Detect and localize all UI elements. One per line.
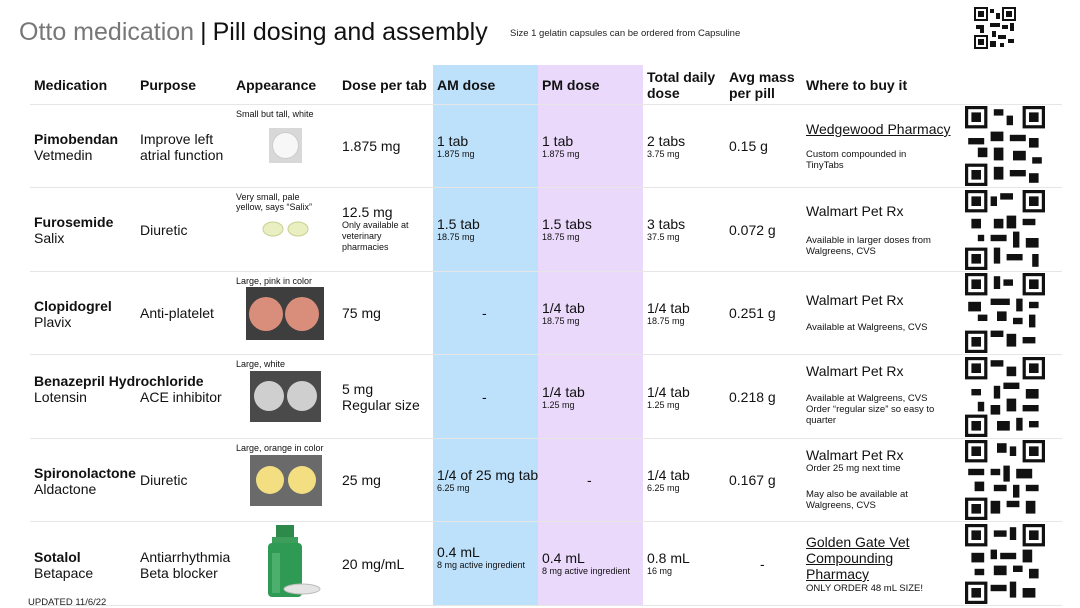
appearance-caption: Large, pink in color — [236, 276, 313, 286]
am-dose: 1/4 of 25 mg tab 6.25 mg — [437, 467, 539, 493]
where-to-buy-link[interactable]: Walmart Pet Rx — [806, 447, 904, 463]
medication-name: Pimobendan Vetmedin — [34, 131, 119, 163]
total-daily-dose: 3 tabs 37.5 mg — [647, 216, 686, 242]
appearance-caption: Large, white — [236, 359, 286, 369]
avg-mass: 0.251 g — [729, 305, 776, 321]
page-title: Otto medication | Pill dosing and assembly — [19, 18, 488, 47]
header-where-to-buy: Where to buy it — [806, 77, 908, 93]
total-daily-dose: 1/4 tab 6.25 mg — [647, 467, 690, 493]
header-medication: Medication — [34, 77, 108, 93]
pm-dose: 1.5 tabs 18.75 mg — [542, 216, 592, 242]
dose-per-tab: 25 mg — [342, 472, 381, 488]
medication-name: Furosemide Salix — [34, 214, 114, 246]
purpose-text: Antiarrhythmia Beta blocker — [140, 549, 231, 581]
where-to-buy-link[interactable]: Walmart Pet Rx — [806, 203, 904, 219]
avg-mass: 0.072 g — [729, 222, 776, 238]
row-divider — [30, 271, 1062, 272]
where-extra: Order 25 mg next time — [806, 463, 901, 474]
total-daily-dose: 1/4 tab 1.25 mg — [647, 384, 690, 410]
title-subtitle: Pill dosing and assembly — [212, 18, 488, 46]
avg-mass: 0.15 g — [729, 138, 768, 154]
where-note: Available in larger doses from Walgreens… — [806, 235, 931, 257]
where-note: Available at Walgreens, CVS Order “regul… — [806, 393, 935, 426]
am-dose: 0.4 mL 8 mg active ingredient — [437, 544, 526, 570]
pill-photo — [269, 128, 302, 163]
where-to-buy-link[interactable]: Walmart Pet Rx — [806, 363, 904, 379]
avg-mass: - — [760, 556, 765, 572]
where-note: May also be available at Walgreens, CVS — [806, 489, 908, 511]
purpose-text: Anti-platelet — [140, 305, 214, 321]
am-dose-column-band — [433, 65, 538, 606]
row-divider — [30, 354, 1062, 355]
qr-code-icon[interactable] — [965, 273, 1045, 353]
row-divider — [30, 187, 1062, 188]
where-to-buy-link[interactable]: Wedgewood Pharmacy — [806, 121, 951, 137]
total-daily-dose: 1/4 tab 18.75 mg — [647, 300, 690, 326]
qr-code-icon[interactable] — [965, 524, 1045, 604]
header-dose-per-tab: Dose per tab — [342, 77, 427, 93]
pm-dose: - — [587, 472, 592, 488]
pm-dose: 0.4 mL 8 mg active ingredient — [542, 550, 631, 576]
purpose-text: ACE inhibitor — [140, 389, 222, 405]
medication-name: Sotalol Betapace — [34, 549, 94, 581]
appearance-caption: Large, orange in color — [236, 443, 324, 453]
pill-photo — [250, 371, 321, 422]
purpose-text: Diuretic — [140, 472, 188, 488]
pm-dose: 1/4 tab 18.75 mg — [542, 300, 585, 326]
appearance-caption: Very small, pale yellow, says “Salix” — [236, 192, 313, 212]
qr-code-icon[interactable] — [965, 190, 1045, 270]
where-note: Available at Walgreens, CVS — [806, 322, 928, 333]
dose-per-tab: 12.5 mg Only available at veterinary phar… — [342, 204, 409, 252]
appearance-caption: Small but tall, white — [236, 109, 314, 119]
row-divider — [30, 605, 1062, 606]
pm-dose: 1/4 tab 1.25 mg — [542, 384, 585, 410]
title-separator: | — [200, 18, 207, 46]
purpose-text: Diuretic — [140, 222, 188, 238]
medication-name: Clopidogrel Plavix — [34, 298, 112, 330]
avg-mass: 0.167 g — [729, 472, 776, 488]
am-dose: - — [482, 389, 487, 405]
header-pm-dose: PM dose — [542, 77, 600, 93]
header-avg-mass: Avg mass per pill — [729, 69, 795, 101]
row-divider — [30, 438, 1062, 439]
updated-date: UPDATED 11/6/22 — [28, 597, 107, 608]
size-note: Size 1 gelatin capsules can be ordered f… — [510, 28, 741, 39]
avg-mass: 0.218 g — [729, 389, 776, 405]
where-to-buy-link[interactable]: Golden Gate Vet Compounding Pharmacy — [806, 534, 910, 582]
medication-name: Benazepril Hydrochloride Lotensin — [34, 373, 204, 405]
purpose-text: Improve left atrial function — [140, 131, 224, 163]
total-daily-dose: 2 tabs 3.75 mg — [647, 133, 686, 159]
title-brand: Otto medication — [19, 18, 195, 46]
header-appearance: Appearance — [236, 77, 317, 93]
pm-dose: 1 tab 1.875 mg — [542, 133, 580, 159]
qr-code-icon[interactable] — [965, 357, 1045, 437]
row-divider — [30, 521, 1062, 522]
dose-per-tab: 75 mg — [342, 305, 381, 321]
am-dose: 1.5 tab 18.75 mg — [437, 216, 480, 242]
am-dose: 1 tab 1.875 mg — [437, 133, 475, 159]
total-daily-dose: 0.8 mL 16 mg — [647, 550, 690, 576]
pill-photo — [250, 455, 322, 506]
header-total-daily: Total daily dose — [647, 69, 716, 101]
dose-per-tab: 1.875 mg — [342, 138, 401, 154]
pill-photo — [246, 287, 324, 340]
medicine-bottle-photo — [268, 525, 321, 597]
pill-photo — [262, 221, 309, 237]
dose-per-tab: 20 mg/mL — [342, 556, 405, 572]
pm-dose-column-band — [538, 65, 643, 606]
header-purpose: Purpose — [140, 77, 197, 93]
qr-code-icon[interactable] — [965, 106, 1045, 186]
where-note: Custom compounded in TinyTabs — [806, 149, 907, 171]
qr-code-icon[interactable] — [973, 7, 1017, 49]
where-note: ONLY ORDER 48 mL SIZE! — [806, 583, 924, 594]
where-to-buy-link[interactable]: Walmart Pet Rx — [806, 292, 904, 308]
am-dose: - — [482, 305, 487, 321]
dose-per-tab: 5 mg Regular size — [342, 381, 420, 413]
header-am-dose: AM dose — [437, 77, 496, 93]
medication-name: Spironolactone Aldactone — [34, 465, 136, 497]
row-divider — [30, 104, 1062, 105]
qr-code-icon[interactable] — [965, 440, 1045, 520]
